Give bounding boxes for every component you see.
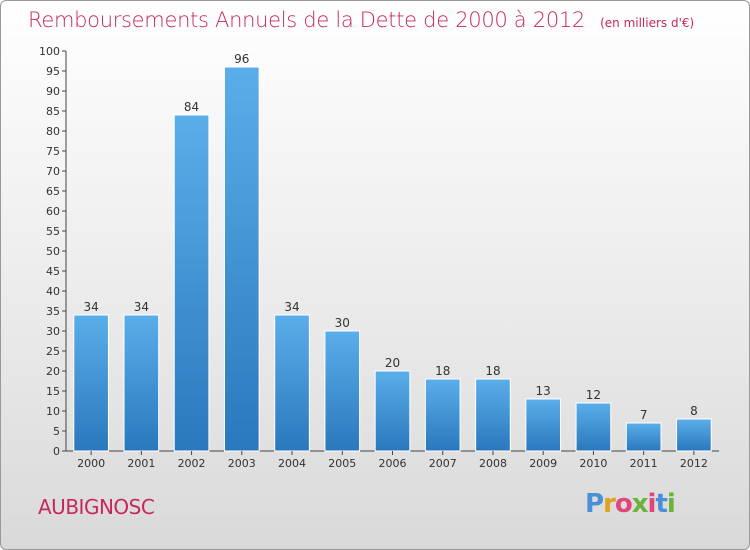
x-tick-label: 2011 [630, 457, 658, 470]
bar [525, 398, 562, 452]
x-tick-label: 2003 [228, 457, 256, 470]
bar [424, 378, 461, 452]
x-tick-label: 2007 [429, 457, 457, 470]
x-tick-label: 2005 [328, 457, 356, 470]
bar [73, 314, 109, 452]
y-tick-label: 100 [39, 45, 60, 58]
bar [173, 114, 210, 452]
bar [274, 314, 310, 452]
x-tick-label: 2012 [680, 457, 708, 470]
bar-value-label: 8 [690, 404, 698, 418]
bar-value-label: 20 [385, 356, 400, 370]
y-tick-label: 70 [46, 165, 60, 178]
bar-value-label: 34 [284, 300, 299, 314]
title-block: Remboursements Annuels de la Dette de 20… [28, 8, 694, 32]
bar-value-label: 96 [234, 52, 249, 66]
x-tick-label: 2002 [178, 457, 206, 470]
y-tick-label: 75 [46, 145, 60, 158]
y-tick-label: 20 [46, 365, 60, 378]
x-tick-label: 2008 [479, 457, 507, 470]
y-tick-label: 50 [46, 245, 60, 258]
y-tick-label: 45 [46, 265, 60, 278]
proxiti-logo[interactable]: Proxiti [585, 489, 676, 519]
bar-value-label: 7 [640, 408, 648, 422]
x-tick-label: 2010 [579, 457, 607, 470]
bar-value-label: 34 [134, 300, 149, 314]
bar [374, 370, 411, 452]
y-tick-label: 10 [46, 405, 60, 418]
bar [223, 66, 260, 452]
y-tick-label: 5 [53, 425, 60, 438]
bar-value-label: 84 [184, 100, 199, 114]
y-tick-label: 35 [46, 305, 60, 318]
bar-value-label: 18 [435, 364, 450, 378]
x-tick-label: 2001 [127, 457, 155, 470]
y-tick-label: 55 [46, 225, 60, 238]
chart-title: Remboursements Annuels de la Dette de 20… [28, 8, 585, 32]
bar-value-label: 30 [335, 316, 350, 330]
bar [676, 418, 712, 452]
x-tick-label: 2009 [529, 457, 557, 470]
y-tick-label: 60 [46, 205, 60, 218]
y-tick-label: 95 [46, 65, 60, 78]
x-tick-label: 2006 [379, 457, 407, 470]
bar-value-label: 18 [485, 364, 500, 378]
chart-subtitle: (en milliers d'€) [600, 16, 695, 30]
bar-value-label: 13 [536, 384, 551, 398]
bar [625, 422, 662, 452]
y-tick-label: 80 [46, 125, 60, 138]
bar-value-label: 12 [586, 388, 601, 402]
town-name: AUBIGNOSC [38, 495, 155, 519]
bar [475, 378, 511, 452]
bar-value-label: 34 [83, 300, 98, 314]
x-tick-label: 2000 [77, 457, 105, 470]
bar [324, 330, 361, 452]
y-tick-label: 25 [46, 345, 60, 358]
y-tick-label: 65 [46, 185, 60, 198]
x-tick-label: 2004 [278, 457, 306, 470]
y-tick-label: 85 [46, 105, 60, 118]
y-tick-label: 30 [46, 325, 60, 338]
y-tick-label: 15 [46, 385, 60, 398]
bar [123, 314, 160, 452]
bar [575, 402, 612, 452]
y-tick-label: 0 [53, 445, 60, 458]
y-tick-label: 90 [46, 85, 60, 98]
y-tick-label: 40 [46, 285, 60, 298]
